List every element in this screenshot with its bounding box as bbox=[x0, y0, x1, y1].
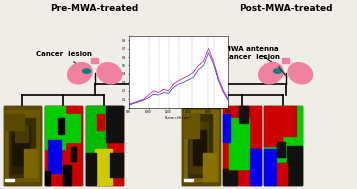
Bar bbox=[190, 122, 208, 173]
Bar bbox=[45, 106, 65, 149]
Bar bbox=[287, 146, 302, 185]
Text: Pre-MWA-treated: Pre-MWA-treated bbox=[50, 4, 139, 13]
Ellipse shape bbox=[258, 63, 283, 84]
Bar bbox=[264, 106, 302, 185]
Bar bbox=[283, 106, 296, 136]
Ellipse shape bbox=[97, 63, 122, 84]
Text: Cancer  lesion: Cancer lesion bbox=[224, 54, 280, 69]
Bar bbox=[277, 142, 285, 157]
Bar bbox=[193, 130, 206, 165]
Bar bbox=[239, 106, 248, 123]
Bar bbox=[5, 110, 39, 181]
Bar bbox=[9, 118, 35, 177]
Bar bbox=[182, 106, 220, 185]
Bar bbox=[65, 114, 80, 142]
Bar bbox=[184, 114, 199, 138]
Text: Cancer  lesion: Cancer lesion bbox=[36, 51, 92, 69]
Bar bbox=[188, 114, 212, 177]
Bar bbox=[58, 118, 65, 134]
Bar bbox=[15, 126, 28, 142]
Bar bbox=[4, 106, 41, 185]
Bar bbox=[95, 149, 112, 185]
Bar bbox=[86, 106, 123, 185]
Bar bbox=[223, 169, 228, 185]
Bar bbox=[264, 106, 302, 185]
Bar bbox=[182, 106, 220, 185]
Bar bbox=[11, 126, 30, 173]
Text: MWA antenna: MWA antenna bbox=[224, 46, 279, 65]
Bar bbox=[264, 106, 282, 146]
Bar bbox=[64, 165, 71, 185]
Bar bbox=[45, 106, 82, 185]
Bar bbox=[49, 140, 61, 173]
Bar bbox=[250, 149, 261, 185]
Bar bbox=[184, 179, 193, 181]
Bar bbox=[223, 106, 261, 185]
Bar bbox=[91, 58, 98, 63]
Bar bbox=[97, 114, 104, 130]
X-axis label: Raman shift / cm$^{-1}$: Raman shift / cm$^{-1}$ bbox=[165, 115, 192, 122]
Bar bbox=[110, 153, 123, 177]
Ellipse shape bbox=[67, 63, 92, 84]
Ellipse shape bbox=[288, 63, 313, 84]
Bar bbox=[229, 118, 249, 169]
Bar bbox=[227, 171, 237, 185]
Bar bbox=[71, 147, 76, 161]
Bar bbox=[264, 149, 276, 185]
Bar bbox=[184, 110, 218, 181]
Bar bbox=[86, 153, 96, 185]
Bar bbox=[5, 114, 24, 130]
Circle shape bbox=[273, 69, 282, 73]
Bar bbox=[45, 106, 82, 185]
Bar bbox=[106, 106, 123, 142]
Text: Post-MWA-treated: Post-MWA-treated bbox=[239, 4, 332, 13]
Bar bbox=[45, 171, 50, 185]
Bar bbox=[5, 179, 14, 181]
Bar bbox=[4, 106, 41, 185]
Bar bbox=[86, 106, 106, 155]
Bar bbox=[24, 149, 37, 177]
Bar bbox=[203, 153, 216, 181]
Bar bbox=[277, 163, 287, 185]
Bar bbox=[86, 106, 123, 185]
Bar bbox=[223, 106, 261, 185]
Bar bbox=[282, 58, 289, 63]
Bar bbox=[13, 134, 28, 165]
Circle shape bbox=[82, 69, 91, 73]
Bar bbox=[223, 114, 230, 142]
